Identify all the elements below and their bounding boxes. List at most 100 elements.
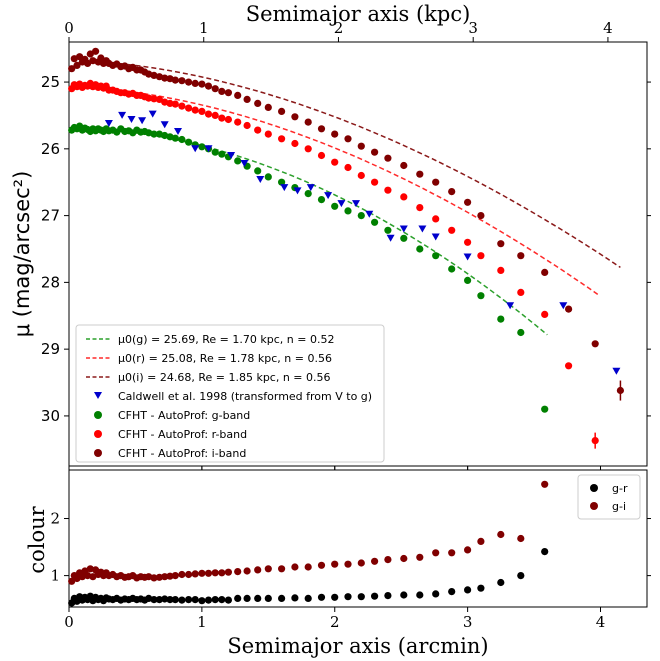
colour-point xyxy=(161,595,169,603)
surface-brightness-point xyxy=(317,196,326,204)
surface-brightness-point xyxy=(517,252,525,260)
colour-point xyxy=(234,568,242,576)
y-tick-label: 28 xyxy=(41,273,60,291)
surface-brightness-point xyxy=(357,212,365,220)
colour-point xyxy=(166,572,174,580)
caldwell-point xyxy=(191,145,200,153)
caldwell-point xyxy=(127,116,136,123)
colour-point xyxy=(400,554,408,563)
caldwell-point xyxy=(174,128,182,135)
caldwell-point xyxy=(365,210,374,218)
colour-point xyxy=(416,553,424,561)
surface-brightness-point xyxy=(254,99,262,107)
surface-brightness-point xyxy=(400,234,408,242)
surface-brightness-point xyxy=(416,204,424,212)
surface-brightness-point xyxy=(541,405,549,413)
colour-point xyxy=(497,578,505,587)
colour-point xyxy=(291,563,299,571)
caldwell-point xyxy=(160,121,169,129)
surface-brightness-point xyxy=(357,142,365,150)
top-axis-ticks: 25 26 27 28 29 30 0 1 2 3 4 xyxy=(41,19,651,470)
colour-point xyxy=(291,594,299,602)
colour-point xyxy=(211,596,219,604)
y-axis-label-surface-brightness: μ (mag/arcsec²) xyxy=(10,171,34,338)
surface-brightness-point xyxy=(517,288,525,296)
bottom-plot-frame xyxy=(68,469,648,608)
surface-brightness-point xyxy=(464,238,472,246)
surface-brightness-point xyxy=(477,252,485,260)
colour-point xyxy=(204,596,213,604)
colour-point xyxy=(477,537,485,546)
surface-brightness-point xyxy=(464,198,472,206)
surface-brightness-point xyxy=(198,80,206,88)
surface-brightness-point xyxy=(344,135,352,143)
surface-brightness-point xyxy=(243,121,251,130)
legend-caldwell-marker xyxy=(94,392,102,399)
surface-brightness-point xyxy=(304,190,312,198)
colour-point xyxy=(171,596,179,604)
surface-brightness-panel: 25 26 27 28 29 30 0 1 2 3 4 Semimajor axis (kpc) μ… xyxy=(10,2,651,470)
top-x-axis-label: Semimajor axis (kpc) xyxy=(246,2,471,26)
x-tick-label: 4 xyxy=(596,613,606,631)
colour-point xyxy=(400,591,408,599)
top-x-tick-label: 2 xyxy=(334,19,344,37)
legend-gi-label: g-i xyxy=(612,500,626,513)
surface-brightness-point xyxy=(145,94,153,102)
surface-brightness-point xyxy=(278,178,286,186)
legend-gr-label: g-r xyxy=(612,482,628,495)
surface-brightness-point xyxy=(224,89,232,97)
surface-brightness-point xyxy=(218,87,226,95)
surface-brightness-point xyxy=(344,163,352,172)
surface-brightness-point xyxy=(541,268,549,276)
surface-brightness-points xyxy=(68,47,625,449)
surface-brightness-point xyxy=(211,85,219,93)
colour-point xyxy=(161,573,169,581)
colour-point xyxy=(204,569,213,577)
colour-point xyxy=(264,594,272,603)
x-tick-label: 3 xyxy=(463,613,473,631)
colour-point xyxy=(278,565,286,573)
surface-brightness-point xyxy=(464,276,472,284)
bottom-x-axis-label: Semimajor axis (arcmin) xyxy=(227,634,488,658)
surface-brightness-point xyxy=(211,111,219,119)
sersic-fit-line xyxy=(71,59,621,269)
legend-r-band-marker xyxy=(94,430,102,438)
surface-brightness-point xyxy=(243,95,251,103)
colour-point xyxy=(150,596,158,604)
surface-brightness-point xyxy=(497,240,505,248)
surface-brightness-point xyxy=(304,118,312,126)
colour-point xyxy=(198,597,206,605)
colour-point xyxy=(464,586,472,594)
caldwell-point xyxy=(324,192,333,200)
colour-point xyxy=(155,573,163,581)
surface-brightness-point xyxy=(150,71,158,79)
colour-point xyxy=(185,570,193,579)
caldwell-point xyxy=(227,152,236,159)
top-x-tick-label: 0 xyxy=(64,19,74,37)
legend-i-band-label: CFHT - AutoProf: i-band xyxy=(118,447,246,460)
colour-point xyxy=(477,584,485,592)
surface-brightness-point xyxy=(218,114,226,122)
surface-brightness-point xyxy=(477,292,485,300)
colour-point xyxy=(155,596,163,604)
legend-g-band-marker xyxy=(94,411,102,419)
surface-brightness-point xyxy=(264,173,272,181)
surface-brightness-point xyxy=(497,315,505,323)
caldwell-point xyxy=(352,200,360,208)
colour-point xyxy=(211,569,219,577)
surface-brightness-point xyxy=(432,252,440,260)
surface-brightness-point xyxy=(211,148,219,156)
surface-brightness-point xyxy=(178,135,186,144)
colour-point xyxy=(198,569,206,577)
colour-point xyxy=(448,588,456,596)
surface-brightness-point xyxy=(517,328,525,337)
colour-point xyxy=(448,549,456,557)
caldwell-point xyxy=(204,145,213,153)
surface-brightness-point xyxy=(185,104,193,112)
colour-point xyxy=(357,593,365,601)
colour-point xyxy=(224,596,232,604)
surface-brightness-point xyxy=(331,202,339,210)
colour-point xyxy=(344,593,352,601)
surface-brightness-point xyxy=(384,226,392,234)
